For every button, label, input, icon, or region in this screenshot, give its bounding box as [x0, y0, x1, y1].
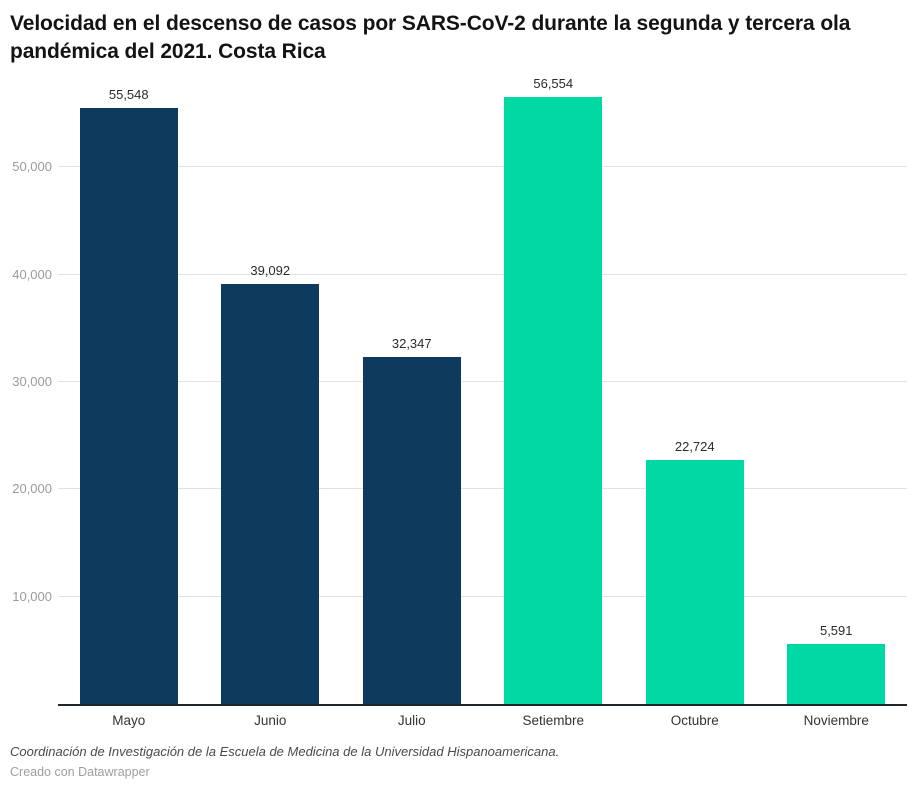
y-axis-tick-label: 50,000 [12, 159, 52, 175]
bar-value-label-junio: 39,092 [250, 263, 291, 279]
gridline-30000 [58, 380, 907, 382]
bar-noviembre [787, 644, 886, 704]
datawrapper-credit: Creado con Datawrapper [10, 765, 150, 779]
bar-column-mayo: 55,548 [58, 86, 200, 704]
bar-column-noviembre: 5,591 [766, 90, 908, 704]
y-axis-tick-label: 40,000 [12, 266, 52, 282]
bar-julio [362, 356, 461, 704]
gridline-10000 [58, 595, 907, 597]
y-axis: 10,000 20,000 30,000 40,000 50,000 [0, 90, 52, 704]
bar-value-label-mayo: 55,548 [108, 86, 149, 102]
y-axis-tick-label: 30,000 [12, 373, 52, 389]
bar-column-setiembre: 56,554 [483, 76, 625, 704]
x-axis-label-octubre: Octubre [670, 713, 719, 728]
plot-area: 55,548 39,092 32,347 56,554 22,724 5,591 [58, 76, 908, 704]
bar-column-octubre: 22,724 [624, 90, 766, 704]
gridline-20000 [58, 488, 907, 490]
bar-value-label-setiembre: 56,554 [533, 75, 574, 91]
x-axis-label-mayo: Mayo [112, 713, 146, 728]
bar-column-junio: 39,092 [200, 90, 342, 704]
bar-mayo [79, 107, 178, 704]
x-axis-label-julio: Julio [397, 713, 426, 728]
x-axis-labels: Mayo Junio Julio Setiembre Octubre Noviembre [58, 713, 907, 728]
x-axis-label-noviembre: Noviembre [803, 713, 869, 728]
bar-junio [221, 284, 320, 704]
x-axis-label-junio: Junio [254, 713, 287, 728]
x-axis-label-setiembre: Setiembre [522, 713, 585, 728]
y-axis-tick-label: 10,000 [12, 588, 52, 604]
x-axis-line [58, 704, 907, 706]
gridline-40000 [58, 273, 907, 275]
gridline-50000 [58, 166, 907, 168]
bar-value-label-octubre: 22,724 [674, 439, 715, 455]
bar-value-label-julio: 32,347 [391, 335, 432, 351]
chart-footer: Coordinación de Investigación de la Escu… [10, 744, 559, 779]
bar-column-julio: 32,347 [341, 90, 483, 704]
bar-setiembre [504, 96, 603, 704]
source-note: Coordinación de Investigación de la Escu… [10, 744, 560, 759]
bar-octubre [645, 460, 744, 704]
bar-chart: 10,000 20,000 30,000 40,000 50,000 55,548 39,… [0, 76, 921, 755]
bar-columns: 55,548 39,092 32,347 56,554 22,724 5,591 [58, 76, 908, 704]
y-axis-tick-label: 20,000 [12, 481, 52, 497]
chart-title: Velocidad en el descenso de casos por SA… [10, 12, 851, 63]
bar-value-label-noviembre: 5,591 [819, 623, 853, 638]
